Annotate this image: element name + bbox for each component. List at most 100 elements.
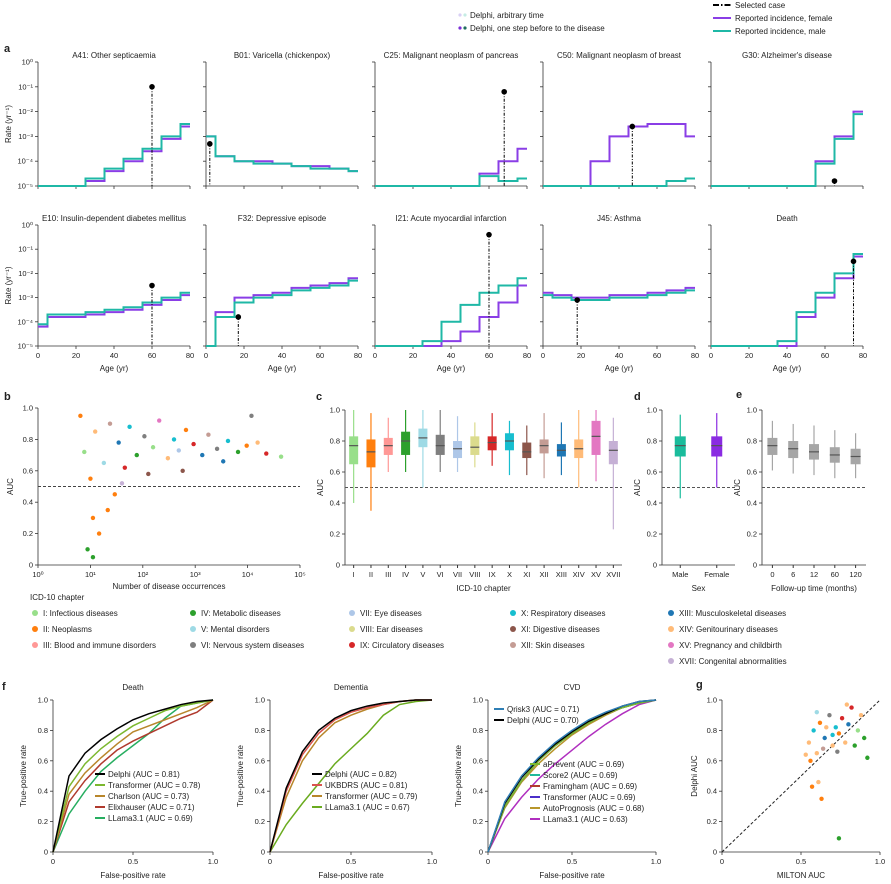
data-point [112,492,117,497]
roc-curve [269,699,432,853]
female-incidence-line [206,277,358,347]
x-tick-label: XII [540,570,549,579]
legend-dot-icon [458,13,462,17]
legend-swatch-icon [32,626,38,632]
data-point [146,471,151,477]
y-tick-label: 0.8 [647,437,657,446]
legend-label: Reported incidence, female [735,14,833,23]
x-tick-label: VII [453,570,462,579]
box [522,442,532,459]
roc-curve [269,699,433,853]
subplot-title: B01: Varicella (chickenpox) [234,51,331,60]
x-axis-label: MILTON AUC [777,871,825,880]
x-tick-label: 0 [36,351,40,360]
y-tick-label: 0.8 [255,726,265,735]
legend-title: ICD-10 chapter [30,593,85,602]
female-incidence-line [375,284,527,347]
y-axis-label: AUC [733,479,742,496]
data-point [221,459,226,464]
data-point [827,713,832,718]
female-incidence-line [38,294,190,328]
data-point [809,784,815,789]
data-point [264,451,269,456]
box [487,436,497,451]
x-tick-label: 20 [240,351,248,360]
x-tick-label: 0 [204,351,208,360]
box [591,420,601,455]
x-tick-label: 12 [810,570,818,579]
x-axis-label: False-positive rate [539,871,605,880]
x-tick-label: III [385,570,391,579]
panel-label-c: c [316,391,322,403]
male-incidence-line [375,277,527,347]
male-incidence-line [375,175,527,187]
x-tick-label: 80 [186,351,194,360]
legend-label: Delphi, arbitrary time [470,11,544,20]
y-tick-label: 10⁻³ [18,293,33,302]
y-tick-label: 0.2 [330,530,340,539]
selected-case-point [486,231,492,238]
y-tick-label: 0.4 [23,498,33,507]
legend-label: AutoPrognosis (AUC = 0.68) [543,804,644,813]
x-tick-label: 80 [859,351,867,360]
x-tick-label: 120 [849,570,862,579]
y-tick-label: 1.0 [38,696,48,705]
data-point [839,716,845,721]
y-tick-label: 0.4 [747,499,757,508]
subplot-title: I21: Acute myocardial infarction [395,214,506,223]
data-point [235,449,241,455]
selected-case-point [831,178,838,184]
data-point [206,432,211,437]
x-axis-label: False-positive rate [100,871,166,880]
male-incidence-line [543,177,695,187]
y-tick-label: 10⁻⁵ [18,342,33,351]
legend-swatch-icon [668,658,674,664]
selected-case-point [207,141,213,147]
legend-label: Delphi (AUC = 0.70) [507,716,579,725]
x-tick-label: 10⁰ [32,570,43,579]
y-tick-label: 0 [336,561,340,570]
subplot-title: Dementia [334,683,369,692]
legend-swatch-icon [349,642,355,648]
x-tick-label: 60 [831,570,839,579]
x-tick-label: 40 [278,351,286,360]
box [504,433,514,451]
legend-label: Delphi, one step before to the disease [470,24,605,33]
male-incidence-line [711,253,863,347]
roc-curve [52,699,214,853]
data-point [278,454,284,459]
subplot-title: G30: Alzheimer's disease [742,51,833,60]
legend-dot-icon [463,26,467,30]
data-point [824,725,829,730]
legend-label: Selected case [735,1,786,10]
y-axis-label: Delphi AUC [690,755,699,797]
legend-label: XI: Digestive diseases [521,625,600,634]
y-tick-label: 0.6 [707,756,717,765]
selected-case-point [149,282,155,289]
legend-label: LLama3.1 (AUC = 0.63) [543,815,628,824]
y-tick-label: 0.2 [23,529,33,538]
data-point [85,547,90,552]
x-tick-label: 20 [577,351,585,360]
data-point [817,720,823,725]
data-point [855,728,861,733]
x-axis-label: Age (yr) [268,364,297,373]
legend-label: VII: Eye diseases [360,609,422,618]
x-tick-label: 60 [316,351,324,360]
data-point [142,434,147,439]
x-tick-label: 80 [691,351,699,360]
data-point [862,735,867,741]
legend-label: LLama3.1 (AUC = 0.69) [108,814,193,823]
data-point [225,438,231,444]
y-tick-label: 0.2 [647,530,657,539]
panel-label-a: a [4,43,11,55]
panel-label-d: d [634,391,641,403]
data-point [93,429,98,434]
x-tick-label: 10² [137,570,148,579]
subplot-title: Death [776,214,797,223]
x-axis-label: Age (yr) [773,364,802,373]
y-tick-label: 0.4 [707,787,717,796]
legend-label: Score2 (AUC = 0.69) [543,771,618,780]
roc-curve [487,699,657,853]
male-incidence-line [206,279,358,347]
